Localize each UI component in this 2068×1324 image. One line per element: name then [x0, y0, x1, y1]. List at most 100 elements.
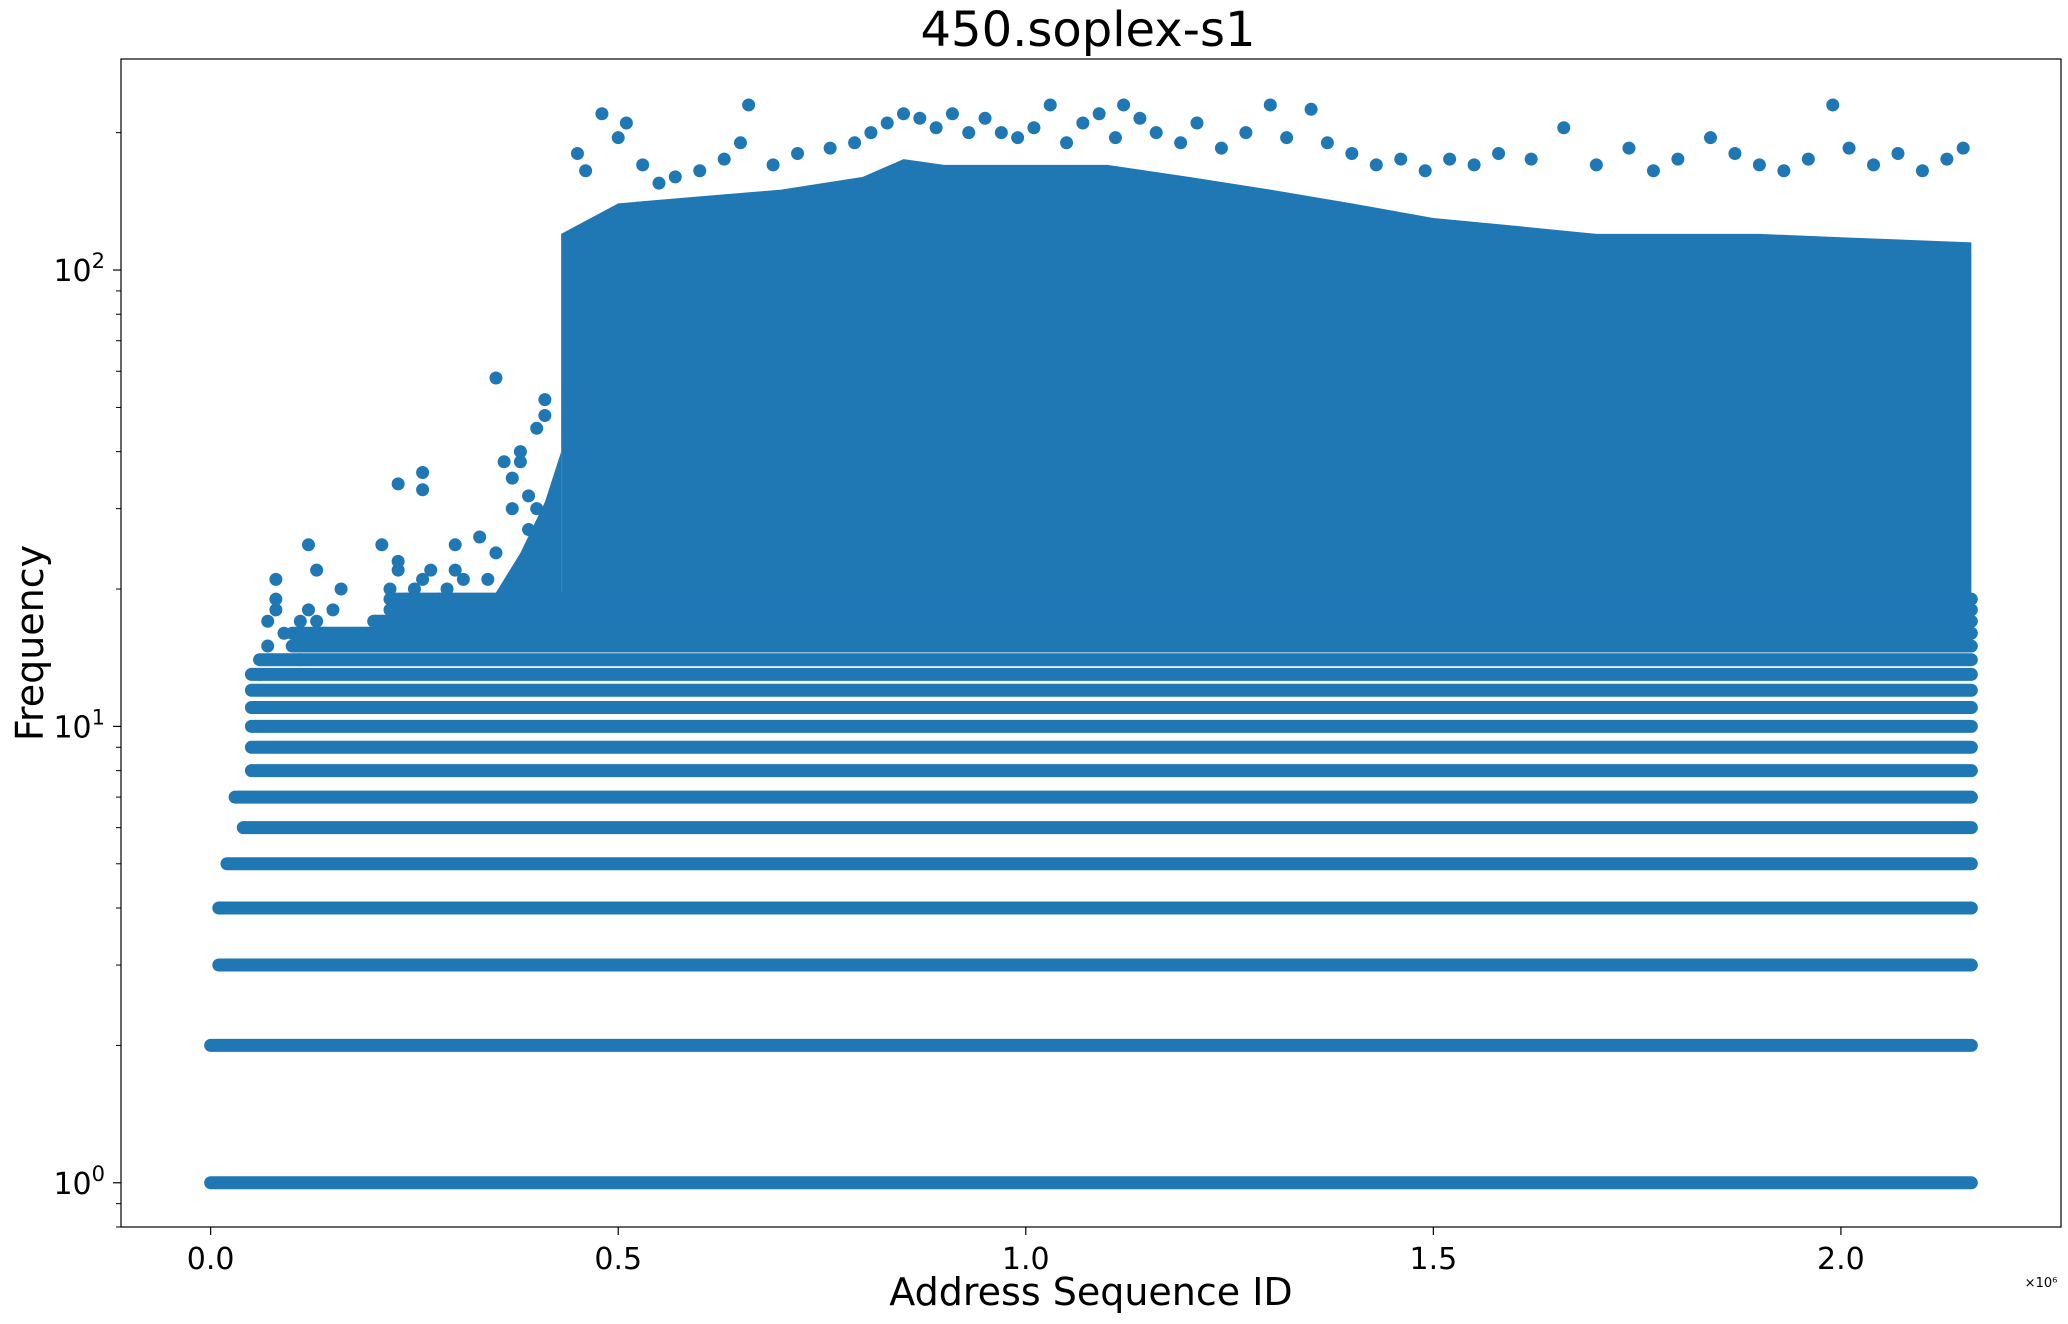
data-point: [513, 445, 527, 459]
data-point: [538, 393, 552, 407]
data-point: [1842, 141, 1856, 155]
data-point: [652, 176, 666, 190]
data-point: [1239, 126, 1253, 140]
data-point: [1060, 136, 1074, 150]
data-point: [994, 126, 1008, 140]
data-point: [791, 147, 805, 161]
data-point: [1011, 131, 1025, 145]
y-axis-label: Frequency: [8, 545, 52, 741]
data-point: [611, 131, 625, 145]
data-point: [1076, 116, 1090, 130]
data-point: [1418, 164, 1432, 178]
data-point: [489, 371, 503, 385]
data-point: [301, 538, 315, 552]
data-point: [1728, 147, 1742, 161]
data-point: [416, 466, 430, 480]
data-point: [522, 489, 536, 503]
data-point: [978, 111, 992, 125]
x-tick-label: 0.0: [187, 1242, 235, 1277]
data-point: [530, 421, 544, 435]
data-point: [301, 603, 315, 617]
data-point: [1043, 98, 1057, 112]
data-point: [1557, 121, 1571, 135]
data-point: [1867, 158, 1881, 172]
data-point: [269, 572, 283, 586]
data-point: [432, 592, 446, 606]
data-point: [619, 116, 633, 130]
data-point: [497, 455, 511, 469]
y-tick-label: 101: [53, 705, 105, 745]
data-point: [407, 582, 421, 596]
chart-title: 450.soplex-s1: [920, 2, 1255, 58]
data-point: [261, 614, 275, 628]
data-point: [505, 471, 519, 485]
data-point: [1915, 164, 1929, 178]
data-point: [1369, 158, 1383, 172]
x-axis-scale-label: ×10⁶: [2025, 1276, 2058, 1291]
data-point: [342, 639, 356, 653]
data-point: [1394, 152, 1408, 166]
data-point: [1133, 111, 1147, 125]
data-point: [489, 546, 503, 560]
data-point: [1589, 158, 1603, 172]
data-point: [579, 164, 593, 178]
data-point: [1752, 158, 1766, 172]
data-point: [595, 107, 609, 121]
data-point: [1826, 98, 1840, 112]
data-point: [326, 603, 340, 617]
data-point: [261, 639, 275, 653]
data-point: [1263, 98, 1277, 112]
data-point: [269, 592, 283, 606]
data-point: [530, 502, 544, 516]
data-point: [416, 483, 430, 497]
data-point: [1149, 126, 1163, 140]
data-point: [1467, 158, 1481, 172]
x-tick-label: 1.0: [1002, 1242, 1050, 1277]
data-point: [416, 572, 430, 586]
dense-point-cloud: [561, 159, 1972, 634]
data-point: [546, 502, 560, 516]
data-point: [310, 563, 324, 577]
data-point: [522, 523, 536, 537]
data-point: [1092, 107, 1106, 121]
data-point: [481, 572, 495, 586]
data-point: [1891, 147, 1905, 161]
data-point: [1117, 98, 1131, 112]
data-point: [1304, 102, 1318, 116]
data-marks: [204, 98, 1978, 1190]
data-point: [1174, 136, 1188, 150]
data-point: [1190, 116, 1204, 130]
data-point: [570, 147, 584, 161]
data-point: [448, 538, 462, 552]
data-point: [1940, 152, 1954, 166]
data-point: [310, 614, 324, 628]
data-point: [391, 477, 405, 491]
data-point: [962, 126, 976, 140]
data-point: [913, 111, 927, 125]
data-point: [848, 136, 862, 150]
data-point: [717, 152, 731, 166]
data-point: [945, 107, 959, 121]
data-point: [880, 116, 894, 130]
data-point: [1345, 147, 1359, 161]
y-axis: 100 101 102: [53, 132, 121, 1228]
y-tick-label: 100: [53, 1162, 105, 1202]
data-point: [1108, 131, 1122, 145]
data-point: [693, 164, 707, 178]
data-point: [742, 98, 756, 112]
data-point: [293, 653, 307, 667]
data-point: [505, 502, 519, 516]
data-point: [277, 626, 291, 640]
data-point: [823, 141, 837, 155]
data-point: [733, 136, 747, 150]
data-point: [864, 126, 878, 140]
data-point: [1492, 147, 1506, 161]
data-point: [1777, 164, 1791, 178]
data-point: [456, 572, 470, 586]
data-point: [253, 667, 267, 681]
data-point: [1646, 164, 1660, 178]
x-axis: 0.0 0.5 1.0 1.5 2.0: [187, 1227, 1865, 1277]
data-point: [1320, 136, 1334, 150]
x-axis-label: Address Sequence ID: [889, 1270, 1292, 1314]
